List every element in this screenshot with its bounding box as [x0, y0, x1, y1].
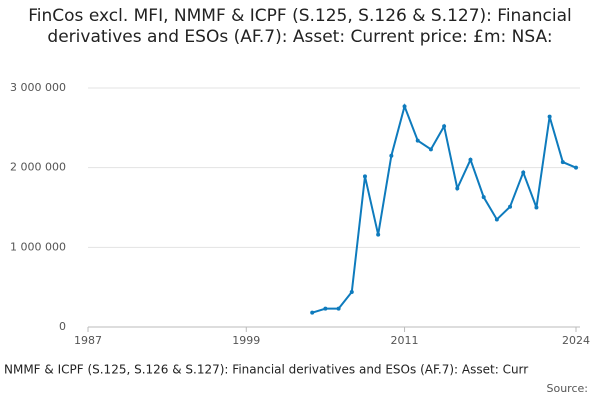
point [349, 289, 354, 294]
point [442, 124, 447, 129]
source: Source: [547, 382, 589, 395]
x-tick-label: 2011 [391, 334, 419, 347]
point [481, 195, 486, 200]
point [560, 160, 565, 165]
point [428, 147, 433, 152]
x-tick-label: 1987 [74, 334, 102, 347]
point [389, 153, 394, 158]
point [547, 114, 552, 119]
point [508, 204, 513, 209]
point [468, 157, 473, 162]
point [534, 205, 539, 210]
point [362, 174, 367, 179]
point [415, 138, 420, 143]
y-tick-label: 0 [59, 320, 66, 333]
point [310, 310, 315, 315]
y-tick-label: 2 000 000 [10, 161, 66, 174]
point [521, 170, 526, 175]
point [323, 306, 328, 311]
point [574, 165, 578, 170]
y-tick-label: 1 000 000 [10, 240, 66, 253]
point [494, 217, 499, 222]
point [336, 306, 341, 311]
point [376, 232, 381, 237]
y-tick-label: 3 000 000 [10, 81, 66, 94]
chart-title: FinCos excl. MFI, NMMF & ICPF (S.125, S.… [28, 6, 572, 47]
point [402, 104, 407, 109]
x-axis-label: NMMF & ICPF (S.125, S.126 & S.127): Fina… [4, 363, 528, 377]
x-tick-label: 1999 [232, 334, 260, 347]
x-tick-label: 2024 [562, 334, 590, 347]
point [455, 186, 460, 191]
